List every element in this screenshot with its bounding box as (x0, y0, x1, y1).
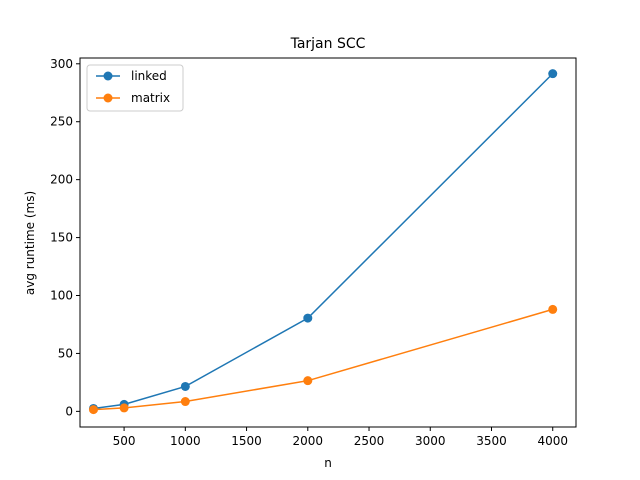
series-matrix (88, 304, 558, 415)
x-tick-label: 1000 (170, 434, 201, 448)
x-tick-label: 1500 (231, 434, 262, 448)
legend-swatch-marker (103, 71, 113, 81)
data-point-matrix (88, 405, 98, 415)
y-axis-ticks: 0 50 100 150 200 250 300 (50, 57, 80, 418)
legend-label: matrix (131, 91, 170, 105)
y-tick-label: 150 (50, 231, 73, 245)
legend: linked matrix (86, 64, 184, 112)
x-tick-label: 2000 (293, 434, 324, 448)
axes-frame (79, 57, 577, 428)
y-axis-title: avg runtime (ms) (23, 191, 37, 295)
y-tick-label: 250 (50, 115, 73, 129)
data-point-matrix (303, 376, 313, 386)
data-point-matrix (548, 304, 558, 314)
x-tick-label: 500 (113, 434, 136, 448)
legend-swatch-marker (103, 93, 113, 103)
chart-title: Tarjan SCC (290, 36, 366, 52)
series-layer (88, 69, 558, 415)
y-tick-label: 0 (65, 404, 73, 418)
x-tick-label: 4000 (537, 434, 568, 448)
data-point-linked (548, 69, 558, 79)
x-axis-title: n (324, 456, 332, 470)
x-tick-label: 3500 (476, 434, 507, 448)
y-tick-label: 200 (50, 173, 73, 187)
y-tick-label: 50 (58, 346, 73, 360)
x-axis-ticks: 500 1000 1500 2000 2500 3000 3500 4000 (113, 427, 568, 448)
data-point-linked (180, 381, 190, 391)
data-point-matrix (119, 403, 129, 413)
y-tick-label: 300 (50, 57, 73, 71)
legend-label: linked (131, 69, 167, 83)
y-tick-label: 100 (50, 289, 73, 303)
x-tick-label: 2500 (354, 434, 385, 448)
data-point-matrix (180, 397, 190, 407)
x-tick-label: 3000 (415, 434, 446, 448)
data-point-linked (303, 313, 313, 323)
